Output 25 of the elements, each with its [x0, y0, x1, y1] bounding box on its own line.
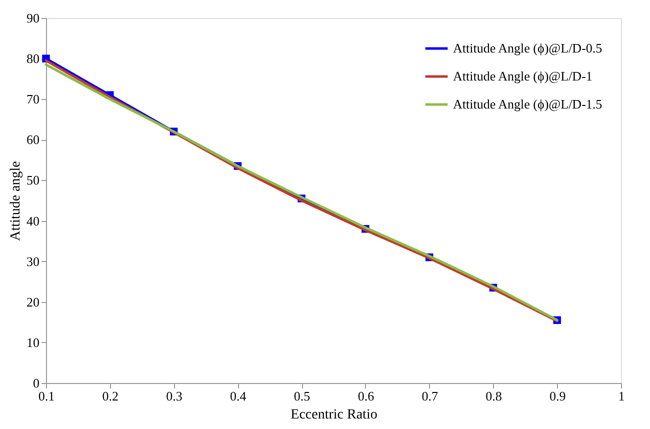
x-tick-label: 0.5	[294, 388, 310, 404]
x-tick-label: 0.1	[38, 388, 55, 404]
x-axis-title: Eccentric Ratio	[290, 408, 378, 422]
y-tick-label: 0	[33, 376, 40, 390]
x-tick-label: 1	[618, 388, 625, 404]
y-tick-label: 60	[26, 132, 40, 148]
y-tick-label: 90	[26, 10, 40, 26]
x-tick-label: 0.8	[486, 388, 502, 404]
y-tick-label: 40	[26, 213, 40, 228]
x-tick-label: 0.6	[358, 388, 375, 404]
y-tick-label: 70	[26, 92, 40, 107]
y-tick-label: 20	[26, 294, 40, 310]
legend-label: Attitude Angle (ϕ)@L/D-1	[453, 68, 592, 84]
y-tick-label: 10	[26, 334, 40, 350]
y-tick-label: 30	[26, 254, 40, 269]
x-tick-label: 0.7	[422, 388, 438, 404]
legend-label: Attitude Angle (ϕ)@L/D-1.5	[453, 96, 602, 112]
y-tick-label: 50	[26, 172, 40, 188]
x-tick-label: 0.9	[549, 388, 566, 404]
x-tick-label: 0.3	[166, 388, 182, 404]
x-tick-label: 0.2	[102, 388, 119, 404]
y-tick-label: 80	[26, 51, 40, 66]
y-axis-title: Attitude angle	[8, 161, 24, 241]
x-tick-label: 0.4	[230, 388, 247, 404]
legend-label: Attitude Angle (ϕ)@L/D-0.5	[453, 40, 602, 56]
